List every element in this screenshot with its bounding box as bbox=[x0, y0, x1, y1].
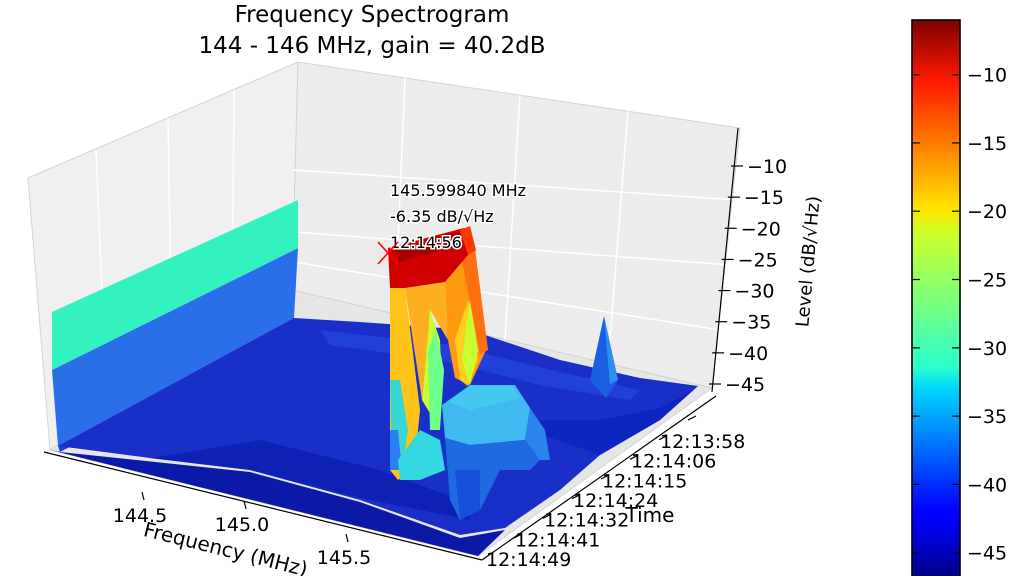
colorbar-gradient bbox=[911, 19, 961, 580]
peak-annotation: 145.599840 MHz -6.35 dB/√Hz 12:14:56 bbox=[377, 180, 528, 265]
peak-column-right-edge bbox=[460, 248, 488, 355]
colorbar-tick-label: −35 bbox=[967, 406, 1007, 428]
y-axis-line bbox=[481, 395, 717, 561]
peak-column-center bbox=[405, 282, 448, 400]
y-axis-label: Time bbox=[625, 503, 675, 527]
peak-column-center3 bbox=[428, 330, 444, 430]
z-tick-label: −20 bbox=[741, 218, 781, 240]
colorbar-tick-label: −30 bbox=[967, 338, 1007, 360]
annotation-frequency: 145.599840 MHz bbox=[390, 181, 526, 200]
x-tick-mark bbox=[243, 500, 247, 510]
hump-cyan-left bbox=[398, 430, 445, 480]
annotation-time: 12:14:56 bbox=[390, 233, 462, 252]
y-tick-label: 12:13:58 bbox=[660, 431, 745, 453]
z-axis-label: Level (dB/√Hz) bbox=[792, 195, 824, 328]
surface-floor-band1 bbox=[150, 440, 470, 520]
y-tick-label: 12:14:24 bbox=[573, 490, 658, 512]
y-tick-mark bbox=[600, 474, 610, 480]
peak-marker-x bbox=[377, 241, 399, 265]
peak-top-dark bbox=[395, 232, 462, 262]
colorbar-tick-label: −40 bbox=[967, 474, 1007, 496]
colorbar-tick-label: −15 bbox=[967, 133, 1007, 155]
z-tick-label: −35 bbox=[731, 312, 771, 334]
grid-lines bbox=[95, 77, 739, 413]
peak-top-orange bbox=[460, 226, 476, 255]
x-axis-ticks: 144.5 145.0 145.5 bbox=[113, 491, 371, 569]
annotation-level: -6.35 dB/√Hz bbox=[390, 207, 494, 226]
colorbar-ticks: −10 −15 −20 −25 −30 −35 −40 −45 bbox=[912, 65, 1007, 565]
y-tick-label: 12:14:15 bbox=[602, 470, 687, 492]
z-tick-label: −15 bbox=[744, 187, 784, 209]
x-tick-label: 144.5 bbox=[113, 505, 167, 527]
y-tick-label: 12:14:06 bbox=[631, 451, 716, 473]
x-tick-mark bbox=[141, 491, 145, 501]
colorbar-tick-label: −45 bbox=[967, 543, 1007, 565]
z-tick-label: −45 bbox=[725, 374, 765, 396]
surface-left-wall-high bbox=[52, 200, 298, 370]
spectrogram-surface bbox=[50, 200, 698, 556]
hump-side bbox=[525, 408, 550, 460]
y-tick-label: 12:14:49 bbox=[486, 549, 571, 571]
hump-front-dark bbox=[455, 470, 480, 520]
hump-top-light bbox=[448, 386, 520, 410]
y-tick-mark bbox=[571, 494, 581, 500]
surface-left-wall-low bbox=[52, 248, 298, 446]
y-tick-mark bbox=[658, 435, 668, 441]
spike-right-light bbox=[604, 316, 618, 384]
y-tick-mark bbox=[542, 513, 552, 519]
x-axis-line bbox=[43, 451, 483, 561]
z-tick-label: −10 bbox=[747, 156, 787, 178]
y-axis-ticks: 12:13:5812:14:0612:14:1512:14:2412:14:32… bbox=[486, 415, 745, 571]
y-tick-mark bbox=[629, 454, 639, 460]
chart-title-line2: 144 - 146 MHz, gain = 40.2dB bbox=[198, 33, 545, 59]
colorbar-tick-label: −20 bbox=[967, 201, 1007, 223]
peak-column-right-face bbox=[462, 300, 478, 385]
y-axis: 12:13:5812:14:0612:14:1512:14:2412:14:32… bbox=[481, 395, 745, 571]
y-tick-mark bbox=[513, 533, 523, 539]
x-tick-label: 145.0 bbox=[215, 514, 269, 536]
colorbar-tick-label: −25 bbox=[967, 270, 1007, 292]
surface-floor-band3 bbox=[500, 386, 698, 455]
y-tick-label: 12:14:41 bbox=[515, 529, 600, 551]
z-tick-label: −30 bbox=[734, 281, 774, 303]
y-tick-label: 12:14:32 bbox=[544, 510, 629, 532]
x-tick-label: 145.5 bbox=[317, 547, 371, 569]
chart-title-line1: Frequency Spectrogram bbox=[235, 2, 510, 28]
z-axis-ticks: −10 −15 −20 −25 −30 −35 −40 −45 bbox=[709, 156, 787, 396]
surface-floor-dark bbox=[50, 450, 505, 556]
colorbar-tick-label: −10 bbox=[967, 65, 1007, 87]
z-tick-label: −40 bbox=[728, 343, 768, 365]
y-tick-mark bbox=[687, 415, 697, 421]
x-tick-mark bbox=[345, 533, 349, 543]
z-tick-label: −25 bbox=[738, 249, 778, 271]
colorbar: −10 −15 −20 −25 −30 −35 −40 −45 bbox=[911, 19, 1007, 580]
